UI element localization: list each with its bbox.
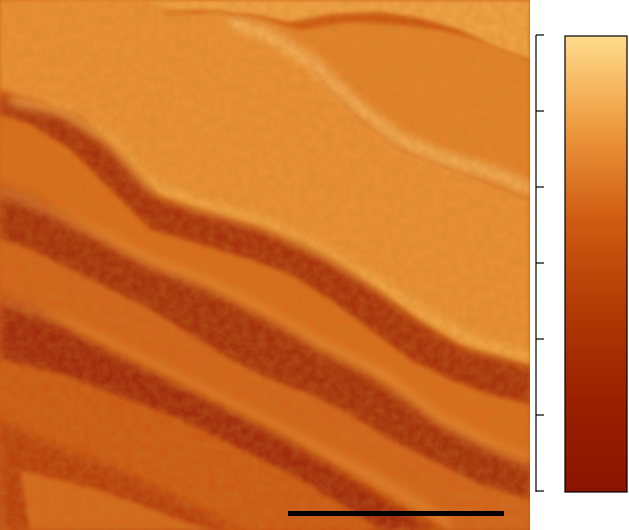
- scale-bar: [288, 511, 504, 516]
- colorbar-ticks: [536, 34, 544, 492]
- afm-height-image: [0, 0, 530, 530]
- colorbar: [535, 34, 628, 493]
- colorbar-gradient: [564, 35, 628, 493]
- surface-grain: [0, 0, 530, 530]
